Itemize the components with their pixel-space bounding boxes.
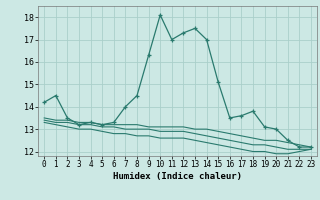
X-axis label: Humidex (Indice chaleur): Humidex (Indice chaleur) xyxy=(113,172,242,181)
